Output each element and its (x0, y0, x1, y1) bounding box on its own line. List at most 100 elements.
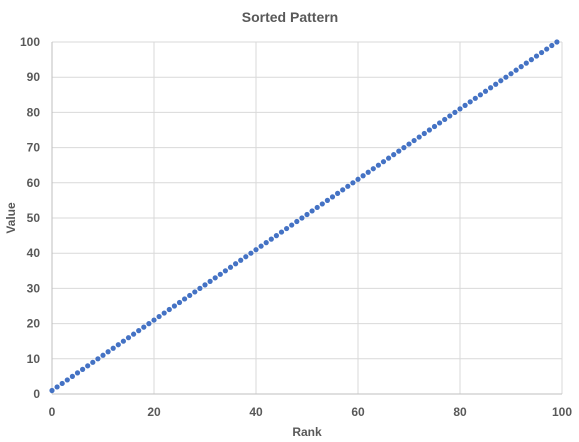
data-point (176, 299, 183, 306)
data-point (136, 328, 142, 334)
data-point (324, 197, 330, 203)
x-tick-label: 40 (249, 405, 263, 419)
data-point (294, 218, 300, 225)
data-point (115, 342, 121, 348)
data-point (197, 285, 203, 291)
data-point (380, 159, 387, 165)
grid-layer (52, 41, 563, 394)
data-point (85, 363, 91, 369)
data-point (329, 194, 336, 200)
y-tick-label: 70 (27, 141, 41, 155)
data-point (401, 145, 407, 151)
data-point (488, 85, 494, 91)
x-tick-label: 0 (49, 405, 56, 419)
data-point (258, 243, 264, 249)
data-point (462, 102, 468, 108)
data-point (171, 303, 177, 309)
data-point (513, 67, 519, 73)
data-point (243, 254, 249, 260)
x-tick-label: 80 (453, 405, 467, 419)
data-point (457, 106, 463, 112)
x-axis-title: Rank (292, 425, 322, 439)
data-point (437, 120, 443, 126)
chart-title: Sorted Pattern (242, 9, 338, 25)
data-point (467, 99, 473, 105)
data-point (304, 211, 310, 218)
data-point (268, 236, 274, 242)
data-point (452, 109, 458, 115)
data-point (54, 384, 60, 390)
data-point (80, 366, 86, 372)
data-point (518, 64, 524, 70)
data-point (370, 166, 376, 172)
x-tick-label: 60 (351, 405, 365, 419)
data-point (472, 95, 478, 101)
data-point (365, 169, 371, 175)
data-point (207, 278, 213, 284)
data-point (248, 250, 254, 256)
data-point (289, 222, 295, 228)
data-point (375, 162, 381, 168)
data-point (355, 176, 361, 182)
data-point (238, 257, 244, 263)
data-point (90, 359, 96, 365)
data-point (110, 345, 116, 351)
y-tick-label: 50 (27, 211, 41, 225)
data-point (187, 292, 193, 299)
data-point (345, 183, 351, 189)
data-point (69, 373, 75, 379)
data-point (508, 71, 514, 77)
data-point (49, 387, 55, 394)
data-point (442, 116, 448, 123)
y-tick-label: 80 (27, 105, 41, 119)
data-point (74, 370, 81, 376)
data-point (350, 180, 356, 186)
data-point (161, 310, 167, 316)
data-point (212, 275, 218, 281)
data-point (391, 152, 397, 158)
y-tick-label: 60 (27, 176, 41, 190)
data-point (141, 324, 147, 330)
data-point (426, 127, 432, 133)
data-point (222, 268, 228, 274)
data-point (421, 130, 427, 137)
data-point (227, 264, 234, 270)
x-tick-label: 100 (552, 405, 572, 419)
data-point (406, 141, 412, 147)
y-tick-label: 10 (27, 352, 41, 366)
data-point (273, 233, 279, 239)
data-point (411, 137, 417, 144)
data-point (182, 296, 188, 302)
data-point (278, 229, 285, 235)
data-point (360, 173, 366, 179)
data-point (482, 88, 489, 94)
data-point (554, 39, 560, 45)
data-point (146, 321, 152, 327)
data-point (95, 356, 101, 362)
data-point (156, 313, 162, 320)
data-point (125, 335, 132, 341)
data-point (100, 352, 106, 358)
data-point (544, 46, 550, 52)
data-point (416, 134, 422, 140)
data-point (493, 81, 499, 87)
data-point (340, 187, 346, 193)
data-point (64, 377, 70, 383)
data-point (192, 289, 198, 295)
data-point (151, 317, 157, 323)
data-point (284, 225, 290, 232)
data-point (202, 282, 208, 288)
data-point (335, 190, 341, 196)
y-axis-title: Value (4, 202, 18, 234)
data-point (314, 204, 320, 211)
data-point (59, 380, 65, 387)
y-tick-label: 40 (27, 246, 41, 260)
data-point (131, 331, 137, 337)
y-tick-label: 0 (33, 387, 40, 401)
tick-labels: 0 10 20 30 40 50 60 70 80 90 100 0 20 40 60 80 100 (20, 35, 572, 419)
data-point (233, 261, 239, 267)
y-tick-label: 30 (27, 281, 41, 295)
data-point (386, 155, 392, 161)
